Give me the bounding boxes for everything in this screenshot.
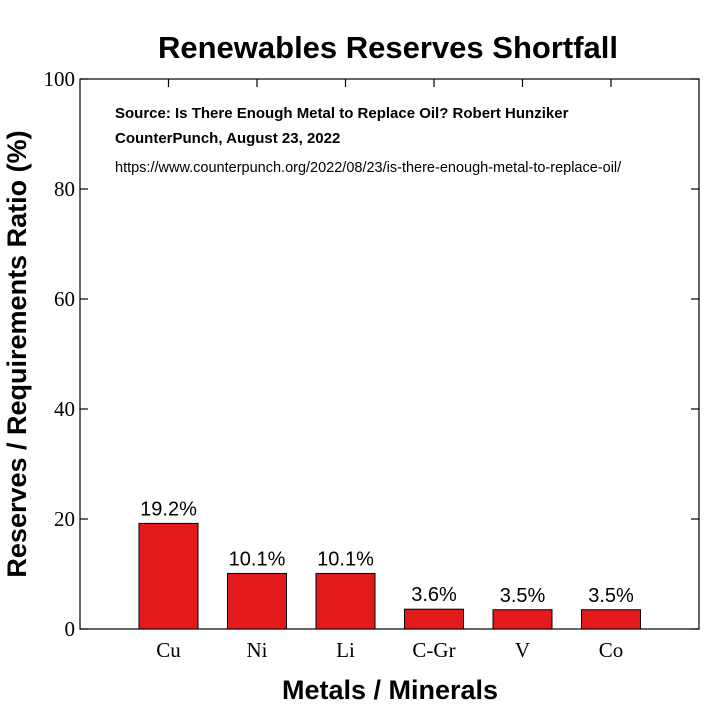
source-line-1: Source: Is There Enough Metal to Replace… — [115, 105, 569, 122]
x-tick-label: C-Gr — [412, 638, 455, 662]
data-label-Cu: 19.2% — [140, 498, 197, 520]
y-tick-label: 0 — [65, 617, 76, 641]
x-tick-label: Ni — [247, 638, 268, 662]
data-label-Ni: 10.1% — [229, 548, 286, 570]
y-tick-label: 100 — [44, 67, 76, 91]
bar-V — [492, 609, 553, 630]
bar-Co — [581, 609, 641, 630]
data-label-V: 3.5% — [500, 585, 546, 607]
data-label-C-Gr: 3.6% — [411, 584, 457, 606]
bar-C-Gr — [404, 608, 464, 630]
source-url: https://www.counterpunch.org/2022/08/23/… — [115, 160, 622, 176]
y-tick-label: 60 — [54, 287, 75, 311]
x-axis-title: Metals / Minerals — [282, 675, 498, 705]
bar-Li — [315, 572, 376, 630]
x-axis: Cu Ni Li C-Gr V Co — [156, 79, 623, 662]
y-axis: 0 20 40 60 80 100 — [44, 67, 699, 641]
data-labels: 19.2% 10.1% 10.1% 3.6% 3.5% 3.5% — [140, 498, 634, 606]
bar-Ni — [227, 572, 287, 630]
x-tick-label: V — [515, 638, 530, 662]
y-tick-label: 80 — [54, 177, 75, 201]
y-axis-title: Reserves / Requirements Ratio (%) — [2, 130, 32, 577]
y-tick-label: 40 — [54, 397, 75, 421]
x-tick-label: Cu — [156, 638, 181, 662]
data-label-Co: 3.5% — [588, 585, 634, 607]
x-tick-label: Li — [336, 638, 355, 662]
y-tick-label: 20 — [54, 507, 75, 531]
data-label-Li: 10.1% — [317, 548, 374, 570]
x-tick-label: Co — [599, 638, 624, 662]
chart-title: Renewables Reserves Shortfall — [158, 30, 618, 65]
bar-Cu — [138, 522, 199, 630]
plot-frame — [79, 78, 700, 630]
source-line-2: CounterPunch, August 23, 2022 — [115, 130, 340, 147]
bar-series — [138, 522, 641, 630]
